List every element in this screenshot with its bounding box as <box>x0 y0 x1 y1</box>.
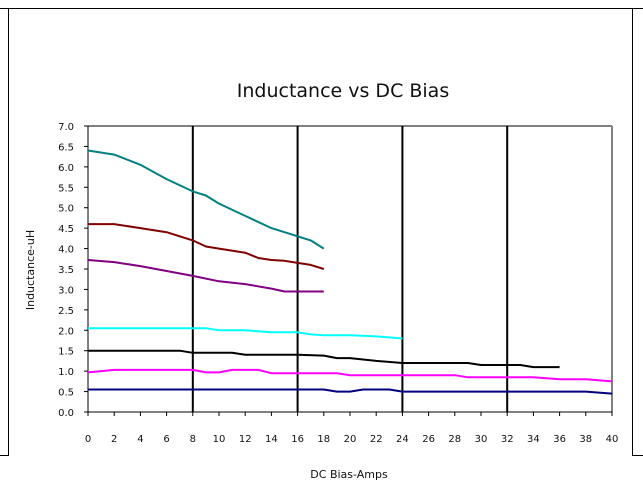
x-tick-label: 12 <box>239 434 252 445</box>
series-line <box>88 349 560 369</box>
x-tick-label: 40 <box>606 434 619 445</box>
series-line <box>87 259 324 293</box>
y-tick-label: 4.5 <box>58 224 74 235</box>
x-tick-label: 8 <box>190 434 196 445</box>
x-tick-label: 24 <box>396 434 409 445</box>
x-axis-label: DC Bias-Amps <box>310 468 388 481</box>
x-tick-label: 2 <box>111 434 117 445</box>
x-tick-label: 28 <box>448 434 461 445</box>
x-tick-label: 26 <box>422 434 435 445</box>
series-line <box>88 327 403 340</box>
y-tick-label: 3.5 <box>58 265 74 276</box>
x-tick-label: 30 <box>475 434 488 445</box>
y-tick-label: 3.0 <box>58 285 74 296</box>
x-tick-label: 6 <box>163 434 169 445</box>
y-tick-label: 6.0 <box>58 163 74 174</box>
x-tick-label: 34 <box>527 434 540 445</box>
series-group <box>87 149 613 395</box>
chart-title: Inductance vs DC Bias <box>237 80 449 102</box>
x-axis-ticks: 0 2 4 6 8 10 12 14 16 18 20 22 24 26 28 30 32 34 36 38 40 <box>85 412 619 445</box>
x-tick-label: 32 <box>501 434 514 445</box>
x-tick-label: 10 <box>213 434 226 445</box>
x-tick-label: 20 <box>344 434 357 445</box>
x-tick-label: 22 <box>370 434 383 445</box>
y-tick-label: 0.0 <box>58 408 74 419</box>
x-tick-label: 0 <box>85 434 91 445</box>
x-tick-label: 18 <box>317 434 330 445</box>
y-tick-label: 7.0 <box>58 122 74 133</box>
y-tick-label: 0.5 <box>58 388 74 399</box>
y-tick-label: 1.0 <box>58 367 74 378</box>
y-tick-label: 6.5 <box>58 142 74 153</box>
series-line <box>87 149 325 250</box>
series-line <box>87 368 613 383</box>
y-tick-label: 5.5 <box>58 183 74 194</box>
series-line <box>88 388 613 395</box>
x-tick-label: 38 <box>579 434 592 445</box>
y-tick-label: 1.5 <box>58 347 74 358</box>
x-tick-label: 4 <box>137 434 143 445</box>
series-line <box>88 223 325 270</box>
y-tick-label: 2.5 <box>58 306 74 317</box>
y-tick-label: 2.0 <box>58 326 74 337</box>
x-tick-label: 16 <box>291 434 304 445</box>
y-axis-label: Inductance-uH <box>24 230 37 310</box>
y-tick-label: 5.0 <box>58 204 74 215</box>
x-tick-label: 14 <box>265 434 278 445</box>
y-axis-ticks: 0.0 0.5 1.0 1.5 2.0 2.5 3.0 3.5 4.0 4.5 5.0 5.5 6.0 6… <box>58 122 88 419</box>
y-tick-label: 4.0 <box>58 245 74 256</box>
x-tick-label: 36 <box>553 434 566 445</box>
